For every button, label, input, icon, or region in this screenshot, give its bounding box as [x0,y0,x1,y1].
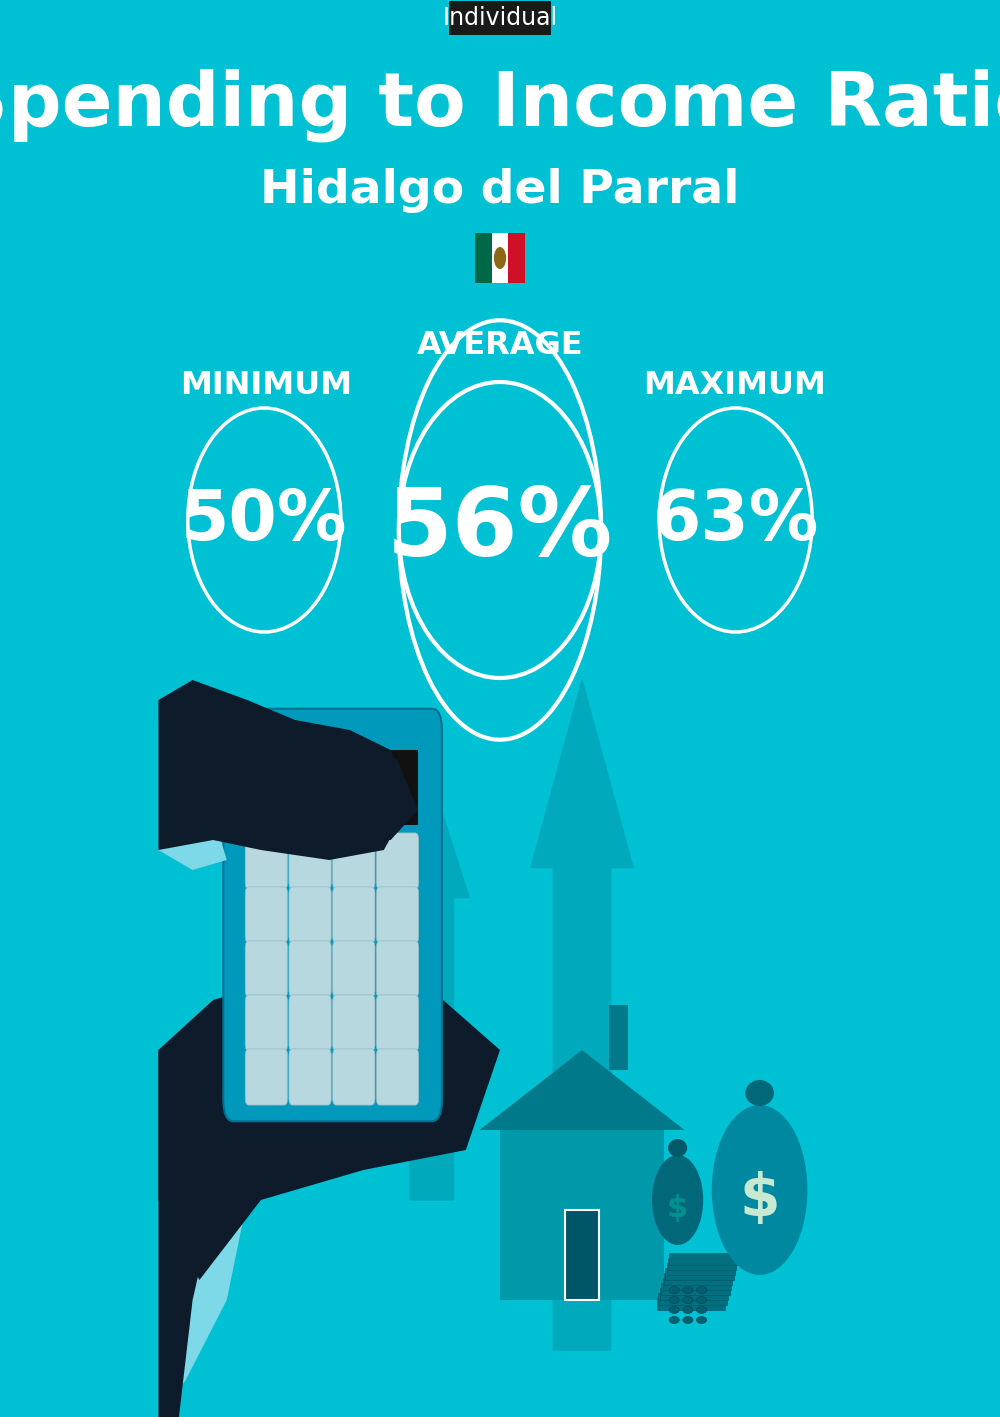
Bar [669,1253,738,1265]
Bar [565,1210,599,1299]
Polygon shape [480,1050,684,1129]
Bar [492,232,508,283]
Bar [663,1278,731,1289]
FancyBboxPatch shape [333,1049,375,1105]
Text: $: $ [667,1193,688,1223]
Bar [609,1005,628,1070]
FancyBboxPatch shape [376,887,419,944]
FancyBboxPatch shape [333,941,375,998]
FancyBboxPatch shape [223,708,442,1121]
Text: 56%: 56% [387,485,613,575]
FancyArrow shape [531,680,633,1350]
Bar [657,1298,725,1309]
Polygon shape [158,981,500,1280]
Polygon shape [281,730,418,840]
Text: Spending to Income Ratio: Spending to Income Ratio [0,68,1000,142]
Bar [500,1129,664,1299]
Polygon shape [158,1050,234,1210]
Bar [247,750,418,825]
FancyBboxPatch shape [289,833,331,888]
FancyBboxPatch shape [376,1049,419,1105]
Polygon shape [158,720,227,870]
Bar [508,232,525,283]
FancyBboxPatch shape [245,941,288,998]
Text: Hidalgo del Parral: Hidalgo del Parral [260,167,740,213]
FancyBboxPatch shape [289,1049,331,1105]
FancyBboxPatch shape [333,887,375,944]
Ellipse shape [669,1297,679,1304]
FancyBboxPatch shape [245,833,288,888]
Polygon shape [158,959,445,1417]
Ellipse shape [494,247,506,269]
Ellipse shape [669,1316,679,1323]
Ellipse shape [668,1139,687,1158]
Ellipse shape [683,1316,693,1323]
Bar [668,1258,736,1270]
FancyBboxPatch shape [245,887,288,944]
Bar [664,1272,732,1285]
FancyBboxPatch shape [376,833,419,888]
Ellipse shape [669,1306,679,1314]
FancyBboxPatch shape [245,995,288,1051]
FancyBboxPatch shape [289,887,331,944]
Polygon shape [158,1180,247,1417]
FancyBboxPatch shape [449,1,551,35]
Ellipse shape [696,1316,707,1323]
Text: 63%: 63% [652,486,819,554]
Ellipse shape [712,1105,807,1275]
Ellipse shape [669,1287,679,1294]
Bar [665,1268,734,1280]
FancyBboxPatch shape [376,941,419,998]
FancyBboxPatch shape [333,995,375,1051]
Ellipse shape [696,1306,707,1314]
Bar [660,1288,728,1299]
Text: MAXIMUM: MAXIMUM [643,370,826,401]
Text: 50%: 50% [181,486,348,554]
Ellipse shape [683,1287,693,1294]
FancyBboxPatch shape [289,941,331,998]
Ellipse shape [696,1297,707,1304]
Ellipse shape [745,1080,774,1107]
Bar [667,1263,735,1275]
Ellipse shape [696,1287,707,1294]
Text: $: $ [739,1172,780,1229]
FancyArrow shape [394,779,469,1200]
Ellipse shape [652,1155,703,1246]
Bar [661,1282,730,1295]
Bar [658,1292,727,1305]
Bar [475,232,492,283]
Text: AVERAGE: AVERAGE [417,330,583,360]
Ellipse shape [683,1297,693,1304]
FancyBboxPatch shape [245,1049,288,1105]
FancyBboxPatch shape [376,995,419,1051]
Text: Individual: Individual [442,6,558,30]
Ellipse shape [683,1306,693,1314]
FancyBboxPatch shape [333,833,375,888]
Polygon shape [158,680,411,860]
FancyBboxPatch shape [289,995,331,1051]
Text: MINIMUM: MINIMUM [180,370,352,401]
